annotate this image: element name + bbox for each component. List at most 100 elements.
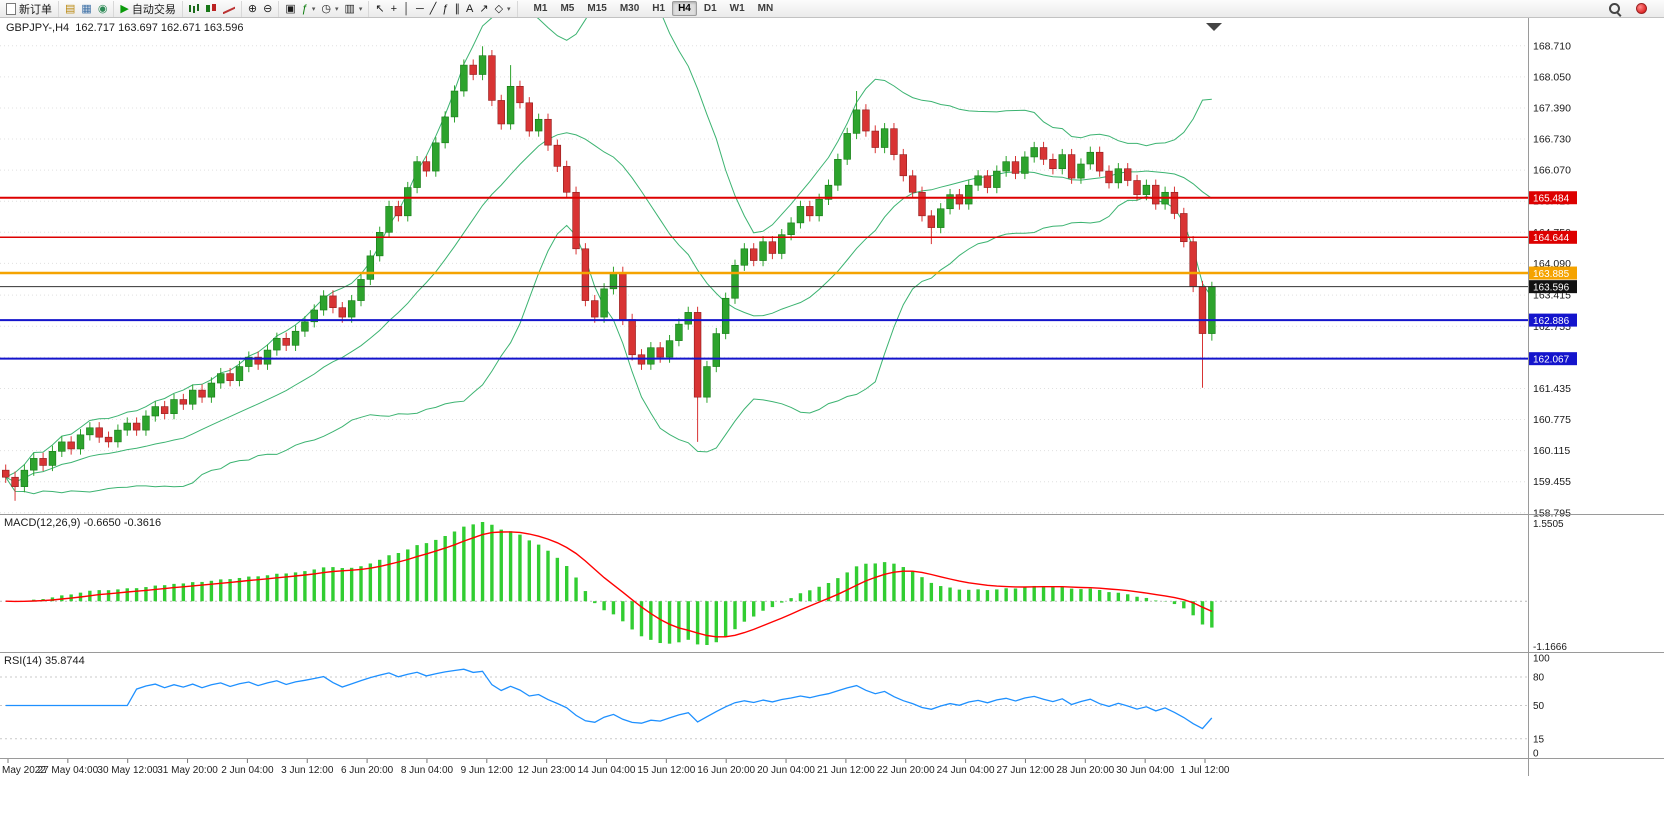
svg-text:50: 50 (1533, 701, 1545, 712)
toolbar-group-drawing: ↖ + │ ─ ╱ ƒ ∥ A ↗ ◇ ▾ (369, 0, 518, 17)
vertical-line-icon[interactable]: │ (400, 1, 413, 17)
horizontal-line-icon-glyph: ─ (415, 2, 424, 15)
new-order-button-label: 新订单 (19, 3, 52, 16)
svg-text:1.5505: 1.5505 (1533, 519, 1564, 530)
search-icon[interactable] (1606, 1, 1623, 17)
price-badge: 165.484 (1529, 191, 1577, 205)
svg-text:161.435: 161.435 (1533, 383, 1571, 395)
timeframe-h1[interactable]: H1 (652, 3, 666, 14)
timeframe-mn[interactable]: MN (757, 3, 774, 14)
timeframe-m30[interactable]: M30 (619, 3, 640, 14)
crosshair-icon-glyph: + (390, 2, 398, 15)
navigator-icon[interactable]: ◉ (95, 1, 111, 17)
text-icon[interactable]: A (463, 1, 476, 17)
candlestick-chart-icon-glyph (205, 3, 217, 14)
new-order-button[interactable]: 新订单 (3, 1, 55, 17)
zoom-out-icon[interactable]: ⊖ (260, 1, 275, 17)
svg-text:15 Jun 12:00: 15 Jun 12:00 (637, 765, 695, 776)
panel-separators (0, 18, 1664, 776)
svg-text:168.050: 168.050 (1533, 71, 1571, 83)
profiles-icon[interactable]: ▤ (62, 1, 78, 17)
zoom-in-icon[interactable]: ⊕ (245, 1, 260, 17)
autotrading-button[interactable]: ▶ 自动交易 (117, 1, 178, 17)
svg-text:162.067: 162.067 (1533, 354, 1570, 365)
periods-icon[interactable]: ◷ ▾ (318, 1, 341, 17)
svg-text:168.710: 168.710 (1533, 40, 1571, 52)
fibonacci-icon[interactable]: ƒ (439, 1, 451, 17)
alerts-icon-glyph (1636, 3, 1647, 14)
svg-text:162.886: 162.886 (1533, 316, 1570, 327)
svg-text:166.070: 166.070 (1533, 165, 1571, 177)
svg-text:1 Jul 12:00: 1 Jul 12:00 (1181, 765, 1230, 776)
chart-shift-marker-icon[interactable] (1206, 23, 1222, 31)
svg-text:24 Jun 04:00: 24 Jun 04:00 (937, 765, 995, 776)
toolbar-group-panels: ▤ ▦ ◉ (59, 0, 115, 17)
arrows-icon[interactable]: ↗ (476, 1, 491, 17)
cursor-icon[interactable]: ↖ (372, 1, 387, 17)
svg-text:28 Jun 20:00: 28 Jun 20:00 (1056, 765, 1114, 776)
price-badge: 162.067 (1529, 352, 1577, 365)
shapes-icon[interactable]: ◇ ▾ (492, 1, 514, 17)
rsi-panel[interactable] (0, 668, 1528, 740)
trendline-icon-glyph: ╱ (429, 2, 437, 15)
channel-icon-glyph: ∥ (454, 2, 461, 15)
price-axis[interactable]: 168.710 168.050 167.390 166.730 166.070 165.4… (1529, 40, 1577, 760)
alerts-icon[interactable] (1633, 1, 1650, 17)
zoom-in-icon-glyph: ⊕ (247, 2, 258, 15)
templates-icon[interactable]: ▥ ▾ (342, 1, 366, 17)
vertical-line-icon-glyph: │ (403, 2, 410, 15)
fibonacci-icon-glyph: ƒ (442, 2, 449, 15)
timeframe-d1[interactable]: D1 (703, 3, 717, 14)
candlestick-chart-icon[interactable] (202, 1, 220, 17)
svg-text:166.730: 166.730 (1533, 134, 1571, 146)
shapes-icon-glyph: ◇ (494, 2, 504, 15)
tile-windows-icon[interactable]: ▣ (282, 1, 298, 17)
indicators-icon[interactable]: ƒ ▾ (299, 1, 319, 17)
svg-text:160.115: 160.115 (1533, 445, 1570, 457)
svg-text:30 May 12:00: 30 May 12:00 (97, 765, 158, 776)
bar-chart-icon-glyph (188, 5, 191, 12)
timeframe-m15[interactable]: M15 (587, 3, 607, 14)
svg-text:80: 80 (1533, 673, 1545, 684)
toolbar-group-chart-type (183, 0, 242, 17)
svg-text:May 2022: May 2022 (2, 765, 46, 776)
svg-text:163.596: 163.596 (1533, 282, 1570, 293)
horizontal-line-icon[interactable]: ─ (413, 1, 427, 17)
toolbar-group-orders: 新订单 (0, 0, 59, 17)
timeframe-m1[interactable]: M1 (533, 3, 548, 14)
trendline-icon[interactable]: ╱ (427, 1, 440, 17)
svg-text:167.390: 167.390 (1533, 102, 1571, 114)
svg-text:100: 100 (1533, 654, 1550, 665)
timeframe-h4[interactable]: H4 (672, 1, 697, 16)
channel-icon[interactable]: ∥ (452, 1, 464, 17)
market-watch-icon[interactable]: ▦ (78, 1, 94, 17)
svg-text:9 Jun 12:00: 9 Jun 12:00 (461, 765, 514, 776)
search-icon-glyph (1609, 3, 1620, 14)
svg-text:31 May 20:00: 31 May 20:00 (157, 765, 218, 776)
svg-text:159.455: 159.455 (1533, 476, 1571, 488)
templates-icon-caret: ▾ (358, 5, 363, 13)
timeframe-m5[interactable]: M5 (560, 3, 575, 14)
bar-chart-icon[interactable] (186, 1, 202, 17)
main-chart-panel[interactable] (0, 0, 1528, 514)
svg-text:22 Jun 20:00: 22 Jun 20:00 (877, 765, 935, 776)
periods-icon-glyph: ◷ (321, 2, 331, 15)
svg-text:165.484: 165.484 (1533, 194, 1570, 205)
macd-panel[interactable] (0, 522, 1528, 645)
svg-text:21 Jun 12:00: 21 Jun 12:00 (817, 765, 875, 776)
svg-text:12 Jun 23:00: 12 Jun 23:00 (518, 765, 576, 776)
line-chart-icon[interactable] (220, 1, 238, 17)
timeframe-w1[interactable]: W1 (729, 3, 745, 14)
svg-text:-1.1666: -1.1666 (1533, 642, 1567, 653)
text-icon-glyph: A (466, 2, 474, 15)
price-badge: 163.885 (1529, 266, 1577, 280)
svg-text:8 Jun 04:00: 8 Jun 04:00 (401, 765, 454, 776)
crosshair-icon[interactable]: + (388, 1, 400, 17)
timeframe-group: M1 M5 M15 M30 H1 H4 D1 W1 MN (524, 1, 784, 16)
svg-text:158.795: 158.795 (1533, 507, 1571, 519)
toolbar-group-windows: ▣ ƒ ▾ ◷ ▾ ▥ ▾ (279, 0, 370, 17)
